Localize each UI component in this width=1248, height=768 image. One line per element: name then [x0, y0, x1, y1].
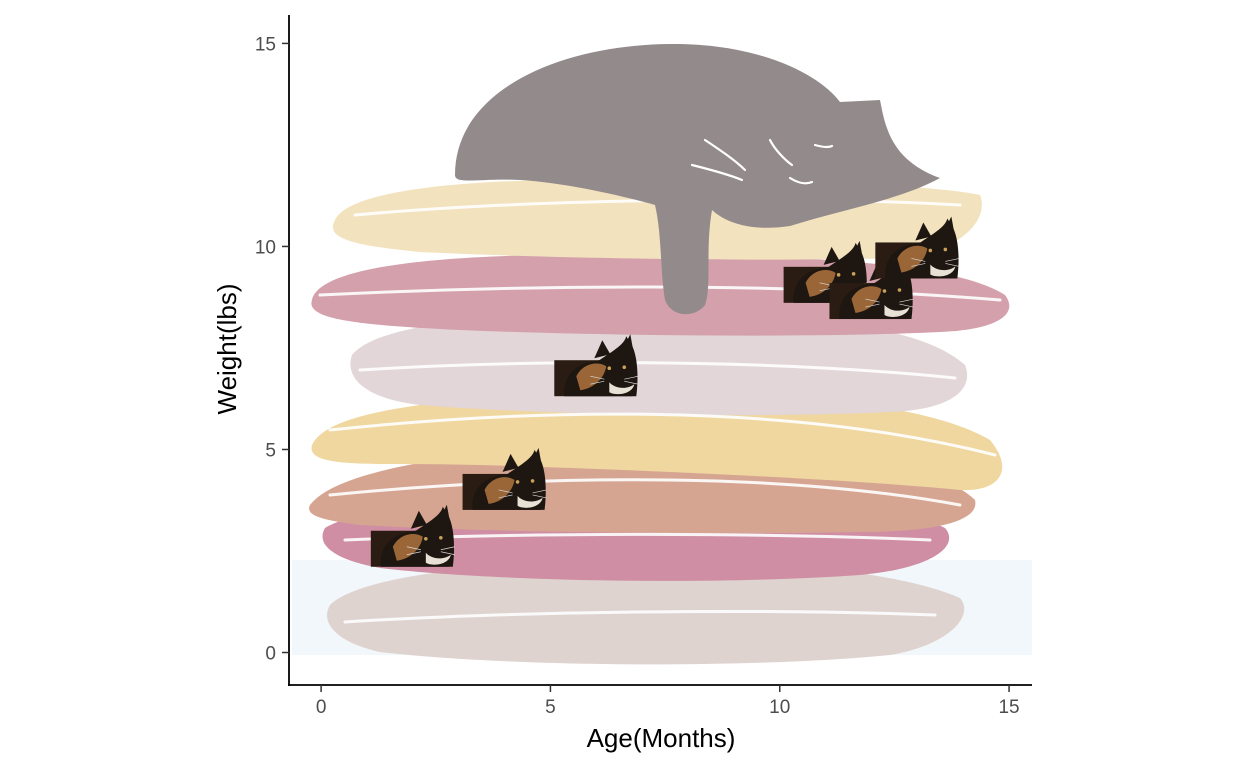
cat-photo-point — [554, 334, 639, 397]
y-tick-label: 10 — [255, 237, 276, 258]
pillow-stack-background — [292, 43, 1032, 665]
x-tick-label: 0 — [316, 697, 327, 718]
x-tick-label: 15 — [998, 697, 1019, 718]
x-tick-label: 5 — [545, 697, 556, 718]
cat-photo-point — [462, 447, 547, 510]
y-tick-label: 5 — [265, 440, 276, 461]
y-axis: 0 5 10 15 — [255, 15, 290, 686]
pillow-lavender — [350, 314, 968, 416]
y-tick-label: 15 — [255, 34, 276, 55]
cat-photo-point — [370, 504, 455, 567]
y-axis-title: Weight(lbs) — [212, 283, 242, 414]
x-axis: 0 5 10 15 — [288, 684, 1032, 718]
x-tick-label: 10 — [769, 697, 790, 718]
x-axis-title: Age(Months) — [587, 723, 736, 753]
sleeping-cat-illustration — [455, 43, 940, 315]
cat-photo-point — [875, 216, 960, 279]
y-tick-label: 0 — [265, 644, 276, 665]
scatter-points — [370, 216, 960, 567]
